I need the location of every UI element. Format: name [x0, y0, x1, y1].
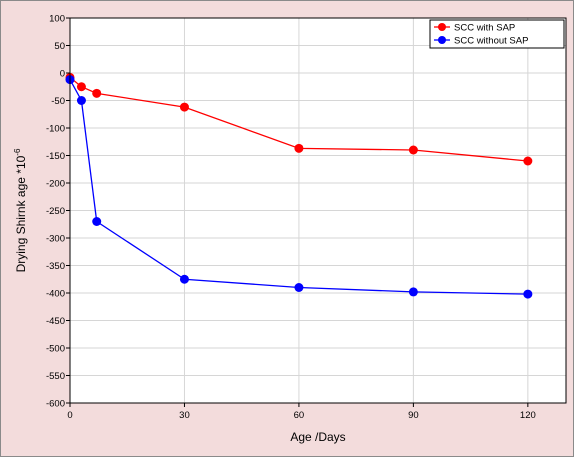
series-layer [65, 72, 533, 299]
legend-box [429, 19, 565, 49]
data-point [179, 274, 189, 284]
y-tick-label: -450 [46, 316, 65, 327]
y-tick-label: -150 [46, 151, 65, 162]
y-tick-label: -600 [46, 399, 65, 410]
data-point [523, 289, 533, 299]
tick-labels: 100 50 0 -50 -100 -150 -200 -250 -300 -350 -400 -45… [46, 14, 536, 422]
y-tick-label: -500 [46, 344, 65, 355]
x-tick-label: 0 [67, 410, 72, 421]
data-point [523, 156, 533, 166]
legend-marker [438, 36, 446, 44]
data-point [294, 143, 304, 153]
y-tick-label: -50 [51, 96, 65, 107]
legend-label: SCC with SAP [454, 23, 515, 34]
data-point [76, 96, 86, 105]
y-tick-label: -300 [46, 234, 65, 245]
x-tick-label: 90 [408, 410, 419, 421]
y-tick-label: -550 [46, 371, 65, 382]
series-1 [65, 72, 533, 166]
y-tick-label: -250 [46, 206, 65, 217]
x-tick-label: 30 [179, 410, 190, 421]
data-point [294, 283, 304, 292]
data-point [92, 217, 102, 226]
x-tick-label: 60 [294, 410, 305, 421]
y-axis-title: Drying Shirnk age *10-6 [13, 148, 28, 272]
series-2 [65, 75, 533, 299]
legend-label: SCC without SAP [454, 36, 528, 47]
y-tick-label: 0 [60, 69, 65, 80]
x-axis-title: Age /Days [290, 430, 345, 444]
y-tick-label: -400 [46, 289, 65, 300]
y-tick-label: -350 [46, 261, 65, 272]
y-axis-title-superscript: -6 [13, 148, 22, 156]
y-tick-label: 50 [54, 41, 65, 52]
legend-marker [438, 23, 446, 31]
data-point [179, 102, 189, 112]
y-axis-title-main: Drying Shirnk age *10 [14, 155, 28, 272]
x-tick-label: 120 [520, 410, 536, 421]
data-point [76, 82, 86, 92]
data-point [408, 145, 418, 155]
y-tick-label: 100 [49, 14, 65, 25]
data-point [408, 287, 418, 297]
legend: SCC with SAP SCC without SAP [429, 19, 565, 49]
data-point [92, 88, 102, 98]
y-tick-label: -200 [46, 179, 65, 190]
y-tick-label: -100 [46, 124, 65, 135]
